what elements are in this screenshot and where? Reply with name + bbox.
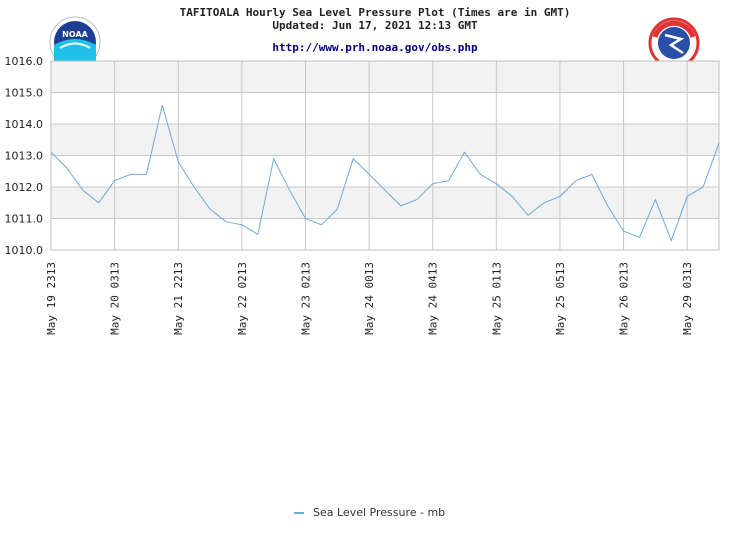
y-tick-label: 1010.0 bbox=[5, 244, 44, 257]
noaa-logo: NOAA bbox=[49, 16, 101, 61]
chart-legend: Sea Level Pressure - mb bbox=[294, 506, 445, 519]
series-line bbox=[50, 104, 720, 243]
x-tick-label: May 24 0013 bbox=[363, 262, 376, 335]
x-tick-label: May 25 0513 bbox=[554, 262, 567, 335]
x-tick-label: May 24 0413 bbox=[427, 262, 440, 335]
grid-band bbox=[51, 124, 719, 156]
y-tick-label: 1014.0 bbox=[5, 118, 44, 131]
legend-label: Sea Level Pressure - mb bbox=[313, 506, 446, 519]
nws-logo bbox=[648, 17, 700, 61]
x-tick-label: May 26 0213 bbox=[618, 262, 631, 335]
x-tick-label: May 25 0113 bbox=[490, 262, 503, 335]
chart-title: TAFITOALA Hourly Sea Level Pressure Plot… bbox=[179, 6, 571, 19]
x-tick-label: May 29 0313 bbox=[681, 262, 694, 335]
noaa-logo-text: NOAA bbox=[62, 30, 88, 39]
grid-band bbox=[51, 61, 719, 93]
updated-timestamp: Updated: Jun 17, 2021 12:13 GMT bbox=[272, 19, 478, 32]
x-tick-label: May 21 2213 bbox=[172, 262, 185, 335]
y-tick-label: 1012.0 bbox=[5, 181, 44, 194]
y-tick-label: 1011.0 bbox=[5, 213, 44, 226]
x-tick-label: May 22 0213 bbox=[236, 262, 249, 335]
legend-swatch bbox=[294, 511, 304, 514]
source-url-link[interactable]: http://www.prh.noaa.gov/obs.php bbox=[272, 41, 478, 54]
x-tick-label: May 23 0213 bbox=[299, 262, 312, 335]
chart-title-block: TAFITOALA Hourly Sea Level Pressure Plot… bbox=[0, 6, 750, 32]
x-tick-label: May 20 0313 bbox=[109, 262, 122, 335]
y-tick-label: 1013.0 bbox=[5, 150, 44, 163]
y-tick-label: 1015.0 bbox=[5, 87, 44, 100]
grid-band bbox=[51, 187, 719, 219]
plot-border bbox=[50, 60, 720, 251]
y-tick-label: 1016.0 bbox=[5, 55, 44, 68]
x-tick-label: May 19 2313 bbox=[45, 262, 58, 335]
